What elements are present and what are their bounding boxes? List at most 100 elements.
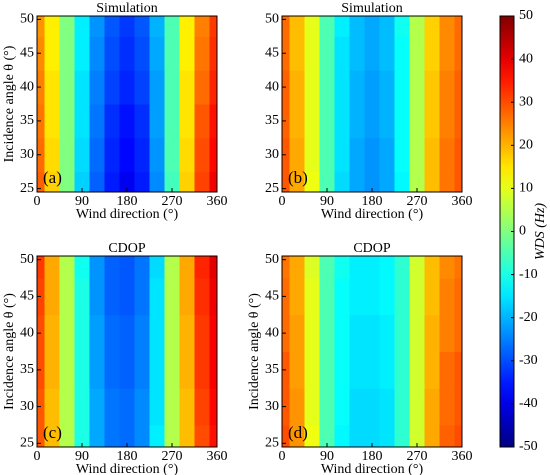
y-tick-label: 40 — [20, 325, 34, 340]
heatmap-cell — [454, 256, 463, 279]
x-tick-label: 90 — [320, 194, 334, 209]
heatmap-cell — [119, 314, 135, 352]
heatmap-cell — [179, 171, 195, 193]
heatmap-cell — [134, 388, 150, 426]
heatmap-cell — [364, 137, 380, 173]
heatmap-cell — [164, 424, 180, 448]
heatmap-cell — [104, 137, 120, 173]
heatmap-cell — [364, 104, 380, 139]
heatmap-cell — [59, 351, 75, 389]
heatmap-cell — [439, 171, 455, 193]
panel-label: (c) — [43, 423, 62, 442]
heatmap-cell — [304, 256, 320, 279]
x-tick-label: 360 — [207, 449, 228, 464]
heatmap-cell — [424, 16, 440, 37]
heatmap-cell — [89, 314, 105, 352]
heatmap-cell — [89, 70, 105, 105]
heatmap-cell — [289, 351, 305, 389]
heatmap-cell — [349, 137, 365, 173]
heatmap-cell — [319, 351, 335, 389]
heatmap-cell — [164, 16, 180, 37]
heatmap-cell — [194, 70, 210, 105]
y-tick-label: 45 — [20, 289, 34, 304]
heatmap-cell — [334, 36, 350, 71]
heatmap-cell — [89, 278, 105, 316]
x-tick-label: 90 — [75, 449, 89, 464]
heatmap-cell — [334, 256, 350, 279]
heatmap-cell — [149, 36, 165, 71]
heatmap-cell — [349, 424, 365, 448]
heatmap-cell — [149, 16, 165, 37]
heatmap-cell — [394, 314, 410, 352]
heatmap-cell — [394, 424, 410, 448]
panel-label: (b) — [288, 168, 308, 187]
heatmap-cell — [164, 351, 180, 389]
heatmap-cell — [194, 314, 210, 352]
heatmap-cell — [334, 16, 350, 37]
heatmap-cell — [89, 104, 105, 139]
heatmap-cell — [304, 351, 320, 389]
heatmap-cell — [179, 314, 195, 352]
heatmap-cell — [179, 424, 195, 448]
x-tick-label: 90 — [75, 194, 89, 209]
heatmap-cell — [409, 424, 425, 448]
heatmap-cell — [194, 36, 210, 71]
heatmap-cell — [349, 388, 365, 426]
heatmap-cell — [379, 314, 395, 352]
heatmap-cell — [282, 16, 290, 37]
x-tick-label: 360 — [207, 194, 228, 209]
heatmap-cell — [89, 16, 105, 37]
heatmap-cell — [209, 104, 218, 139]
colorbar-label: WDS (Hz) — [533, 203, 548, 260]
heatmap-cell — [119, 424, 135, 448]
heatmap-cell — [304, 70, 320, 105]
heatmap-cell — [289, 256, 305, 279]
heatmap-cell — [439, 278, 455, 316]
heatmap-cell — [409, 16, 425, 37]
heatmap-cell — [454, 36, 463, 71]
heatmap-cell — [194, 16, 210, 37]
heatmap-cell — [439, 351, 455, 389]
heatmap-cell — [164, 388, 180, 426]
heatmap-cell — [59, 256, 75, 279]
heatmap-cell — [194, 424, 210, 448]
y-tick-label: 50 — [20, 252, 34, 267]
heatmap-cell — [119, 36, 135, 71]
heatmap-cell — [364, 171, 380, 193]
colorbar-tick-label: 0 — [519, 224, 526, 239]
heatmap-cell — [104, 104, 120, 139]
heatmap-cell — [104, 351, 120, 389]
heatmap-cell — [179, 104, 195, 139]
heatmap-cell — [104, 424, 120, 448]
heatmap-cell — [319, 70, 335, 105]
heatmap-cell — [179, 16, 195, 37]
heatmap-cell — [59, 137, 75, 173]
heatmap-cell — [319, 256, 335, 279]
heatmap-cell — [149, 388, 165, 426]
heatmap-cell — [334, 388, 350, 426]
heatmap-cell — [149, 171, 165, 193]
heatmap-cell — [379, 388, 395, 426]
heatmap-cell — [424, 70, 440, 105]
colorbar-tick-label: -20 — [519, 310, 538, 325]
heatmap-cell — [379, 424, 395, 448]
heatmap-cell — [304, 171, 320, 193]
colorbar-tick-label: -10 — [519, 267, 538, 282]
heatmap-cell — [454, 314, 463, 352]
heatmap-cell — [134, 16, 150, 37]
heatmap-cell — [379, 36, 395, 71]
heatmap-cell — [74, 36, 90, 71]
heatmap-cell — [44, 278, 60, 316]
heatmap-cell — [439, 424, 455, 448]
heatmap-cell — [134, 424, 150, 448]
heatmap-cell — [379, 278, 395, 316]
heatmap-cell — [59, 314, 75, 352]
heatmap-cell — [409, 256, 425, 279]
heatmap-cell — [74, 256, 90, 279]
colorbar-tick-label: -50 — [519, 439, 538, 454]
heatmap-cell — [349, 351, 365, 389]
heatmap-cell — [74, 137, 90, 173]
heatmap-cell — [379, 351, 395, 389]
x-tick-label: 0 — [34, 449, 41, 464]
heatmap-cell — [289, 104, 305, 139]
